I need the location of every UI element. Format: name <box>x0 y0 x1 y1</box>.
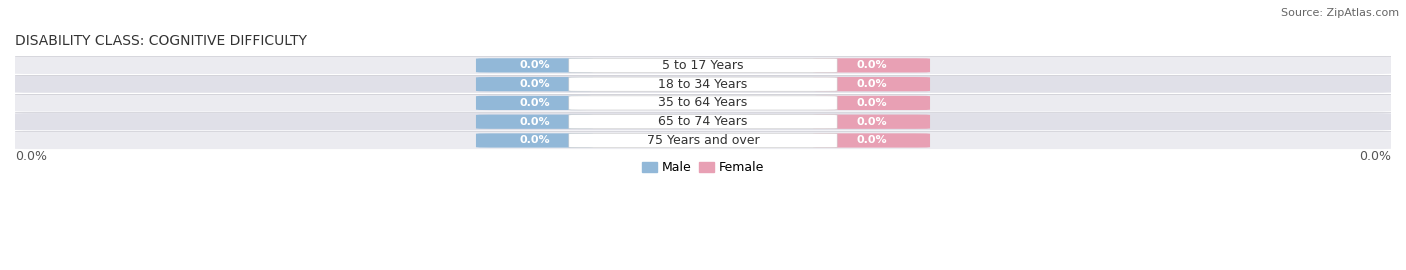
Text: 5 to 17 Years: 5 to 17 Years <box>662 59 744 72</box>
Text: 65 to 74 Years: 65 to 74 Years <box>658 115 748 128</box>
FancyBboxPatch shape <box>569 96 837 110</box>
Text: 35 to 64 Years: 35 to 64 Years <box>658 96 748 109</box>
Text: 0.0%: 0.0% <box>519 60 550 70</box>
Text: DISABILITY CLASS: COGNITIVE DIFFICULTY: DISABILITY CLASS: COGNITIVE DIFFICULTY <box>15 34 307 48</box>
FancyBboxPatch shape <box>813 58 929 73</box>
FancyBboxPatch shape <box>569 77 837 91</box>
Text: 0.0%: 0.0% <box>519 136 550 146</box>
FancyBboxPatch shape <box>8 113 1398 130</box>
Text: 0.0%: 0.0% <box>519 79 550 89</box>
FancyBboxPatch shape <box>8 57 1398 74</box>
Text: 0.0%: 0.0% <box>519 98 550 108</box>
Text: 0.0%: 0.0% <box>856 60 887 70</box>
Text: 18 to 34 Years: 18 to 34 Years <box>658 78 748 91</box>
FancyBboxPatch shape <box>569 133 837 147</box>
FancyBboxPatch shape <box>477 133 593 148</box>
FancyBboxPatch shape <box>477 114 593 129</box>
FancyBboxPatch shape <box>569 115 837 129</box>
FancyBboxPatch shape <box>477 58 593 73</box>
FancyBboxPatch shape <box>569 58 837 72</box>
FancyBboxPatch shape <box>813 114 929 129</box>
Text: Source: ZipAtlas.com: Source: ZipAtlas.com <box>1281 8 1399 18</box>
Text: 0.0%: 0.0% <box>856 136 887 146</box>
Text: 75 Years and over: 75 Years and over <box>647 134 759 147</box>
FancyBboxPatch shape <box>813 96 929 110</box>
Text: 0.0%: 0.0% <box>856 117 887 127</box>
Text: 0.0%: 0.0% <box>15 150 46 163</box>
FancyBboxPatch shape <box>8 76 1398 93</box>
FancyBboxPatch shape <box>8 132 1398 149</box>
FancyBboxPatch shape <box>8 94 1398 112</box>
FancyBboxPatch shape <box>477 77 593 91</box>
Legend: Male, Female: Male, Female <box>637 156 769 179</box>
Text: 0.0%: 0.0% <box>1360 150 1391 163</box>
Text: 0.0%: 0.0% <box>856 79 887 89</box>
Text: 0.0%: 0.0% <box>856 98 887 108</box>
FancyBboxPatch shape <box>477 96 593 110</box>
FancyBboxPatch shape <box>813 77 929 91</box>
FancyBboxPatch shape <box>813 133 929 148</box>
Text: 0.0%: 0.0% <box>519 117 550 127</box>
